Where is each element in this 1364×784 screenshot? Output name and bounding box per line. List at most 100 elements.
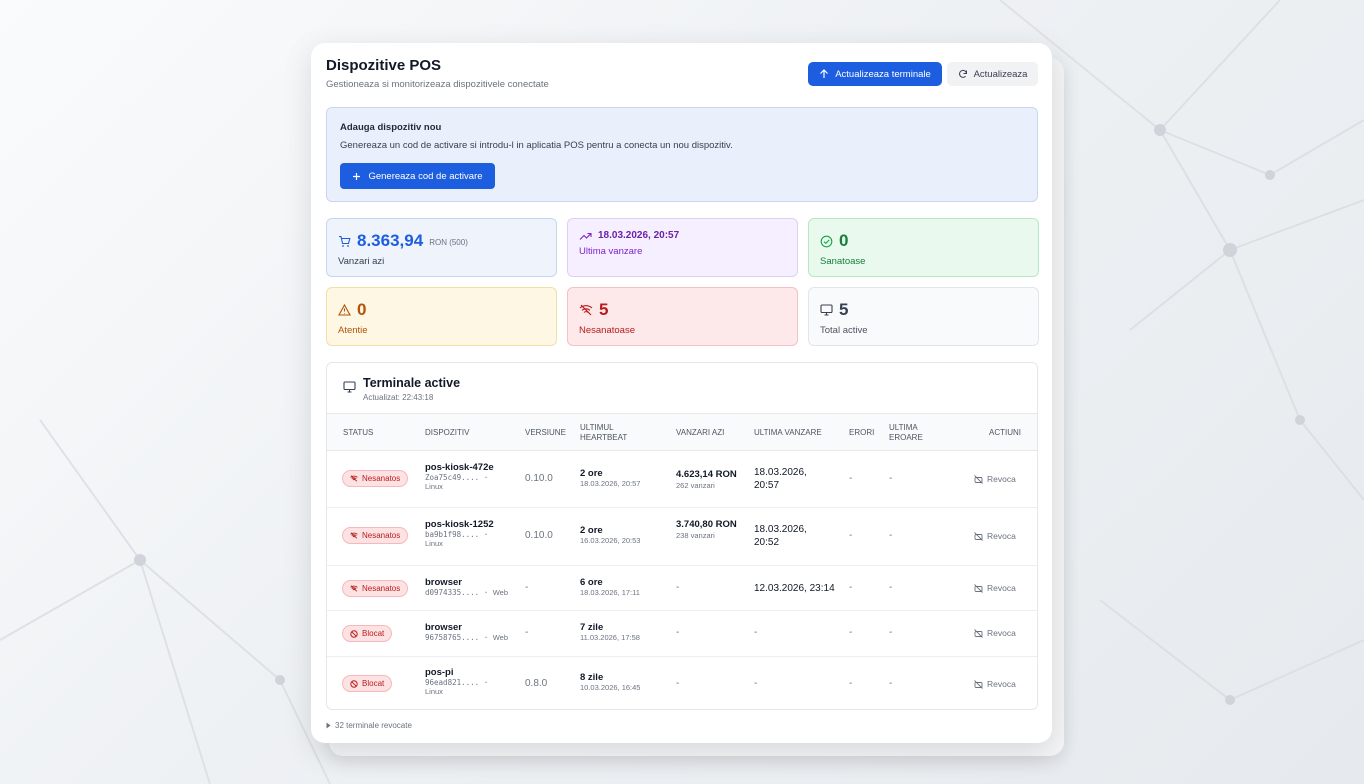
last-error: -	[889, 678, 893, 689]
monitor-icon	[820, 304, 833, 316]
stat-last-sale: 18.03.2026, 20:57 Ultima vanzare	[567, 218, 798, 277]
table-row: Nesanatos pos-kiosk-472e Zoa75c49.... · …	[327, 451, 1037, 508]
col-errors: Erori	[849, 428, 875, 437]
cart-icon	[339, 235, 351, 247]
col-version: Versiune	[525, 428, 566, 437]
device-id: ba9b1f98....	[425, 530, 480, 539]
sales-amount: -	[676, 627, 680, 638]
table-row: Nesanatos pos-kiosk-1252 ba9b1f98.... · …	[327, 508, 1037, 566]
col-device: Dispozitiv	[425, 428, 470, 437]
update-terminals-button[interactable]: Actualizeaza terminale	[808, 62, 942, 86]
heartbeat-date: 18.03.2026, 17:11	[580, 588, 640, 597]
active-terminals-card: Terminale active Actualizat: 22:43:18 St…	[326, 362, 1038, 710]
stat-sales-today: 8.363,94 RON (500) Vanzari azi	[326, 218, 557, 277]
sales-count: 238 vanzari	[676, 531, 715, 540]
arrow-up-icon	[820, 69, 829, 78]
status-label: Blocat	[362, 679, 385, 688]
healthy-value: 0	[839, 231, 849, 250]
heartbeat-date: 11.03.2026, 17:58	[580, 633, 640, 642]
col-last-error: Ultima eroare	[889, 423, 923, 442]
wifi-off-icon	[350, 532, 358, 539]
wifi-off-icon	[350, 475, 358, 482]
last-sale: 18.03.2026, 20:52	[754, 524, 807, 548]
revoke-label: Revoca	[987, 583, 1016, 593]
last-sale-value: 18.03.2026, 20:57	[598, 230, 680, 241]
error-count: -	[849, 473, 853, 484]
revoke-label: Revoca	[987, 474, 1016, 484]
revoke-button[interactable]: Revoca	[974, 628, 1016, 638]
stat-healthy: 0 Sanatoase	[808, 218, 1039, 277]
revoke-label: Revoca	[987, 531, 1016, 541]
revoke-button[interactable]: Revoca	[974, 531, 1016, 541]
last-error: -	[889, 627, 893, 638]
ban-icon	[350, 629, 358, 638]
sales-today-value: 8.363,94	[357, 231, 424, 250]
generate-code-button[interactable]: Genereaza cod de activare	[340, 163, 495, 189]
heartbeat-relative: 8 zile	[580, 672, 604, 683]
last-sale-label: Ultima vanzare	[579, 246, 643, 257]
last-error: -	[889, 582, 893, 593]
heartbeat-date: 18.03.2026, 20:57	[580, 479, 641, 488]
revoked-terminals-label: 32 terminale revocate	[335, 721, 412, 730]
table-row: Nesanatos browser d0974335.... · Web - 6…	[327, 566, 1037, 611]
col-status: Status	[343, 428, 374, 437]
heartbeat-relative: 2 ore	[580, 468, 603, 479]
device-version: 0.10.0	[525, 530, 553, 541]
col-heartbeat: Ultimul heartbeat	[580, 423, 628, 442]
terminals-updated: Actualizat: 22:43:18	[363, 393, 434, 402]
device-os: Web	[492, 633, 509, 642]
total-active-label: Total active	[820, 325, 868, 336]
add-device-title: Adauga dispozitiv nou	[340, 122, 442, 133]
device-id: 96758765....	[425, 633, 480, 642]
error-count: -	[849, 530, 853, 541]
device-os: Web	[492, 588, 509, 597]
revoke-button[interactable]: Revoca	[974, 679, 1016, 689]
revoked-terminals-toggle[interactable]: 32 terminale revocate	[326, 721, 412, 730]
revoke-button[interactable]: Revoca	[974, 583, 1016, 593]
add-device-card: Adauga dispozitiv nou Genereaza un cod d…	[326, 107, 1038, 202]
device-version: 0.8.0	[525, 678, 548, 689]
update-terminals-label: Actualizeaza terminale	[835, 68, 931, 80]
device-id: d0974335....	[425, 588, 480, 597]
last-sale: 18.03.2026, 20:57	[754, 467, 807, 491]
status-badge: Nesanatos	[342, 527, 409, 544]
heartbeat-date: 10.03.2026, 16:45	[580, 683, 641, 692]
col-last-sale: Ultima vanzare	[754, 428, 822, 437]
revoke-icon	[974, 531, 983, 541]
table-row: Blocat browser 96758765.... · Web - 7 zi…	[327, 611, 1037, 657]
check-circle-icon	[820, 235, 833, 247]
status-badge: Nesanatos	[342, 470, 409, 487]
revoke-label: Revoca	[987, 679, 1016, 689]
device-os: Linux	[425, 539, 443, 548]
sales-amount: -	[676, 678, 680, 689]
revoke-icon	[974, 583, 983, 593]
status-label: Blocat	[362, 629, 385, 638]
revoke-button[interactable]: Revoca	[974, 474, 1016, 484]
status-badge: Blocat	[342, 625, 393, 642]
status-label: Nesanatos	[362, 474, 401, 483]
sales-amount: -	[676, 582, 680, 593]
device-name: pos-pi	[425, 667, 454, 678]
healthy-label: Sanatoase	[820, 256, 866, 267]
last-error: -	[889, 473, 893, 484]
heartbeat-relative: 6 ore	[580, 577, 603, 588]
col-actions: Actiuni	[989, 428, 1021, 437]
monitor-icon	[343, 381, 356, 393]
warning-label: Atentie	[338, 325, 368, 336]
refresh-button[interactable]: Actualizeaza	[947, 62, 1038, 86]
stat-unhealthy: 5 Nesanatoase	[567, 287, 798, 346]
add-device-description: Genereaza un cod de activare si introdu-…	[340, 140, 733, 151]
last-sale: -	[754, 627, 758, 638]
status-label: Nesanatos	[362, 531, 401, 540]
device-version: 0.10.0	[525, 473, 553, 484]
table-header: Status Dispozitiv Versiune Ultimul heart…	[327, 413, 1037, 451]
device-os: Linux	[425, 482, 443, 491]
pos-devices-panel: Dispozitive POS Gestioneaza si monitoriz…	[311, 43, 1052, 743]
warning-triangle-icon	[338, 304, 351, 316]
revoke-label: Revoca	[987, 628, 1016, 638]
device-name: browser	[425, 622, 462, 633]
caret-right-icon	[326, 722, 331, 729]
wifi-off-icon	[350, 585, 358, 592]
plus-icon	[353, 172, 361, 180]
